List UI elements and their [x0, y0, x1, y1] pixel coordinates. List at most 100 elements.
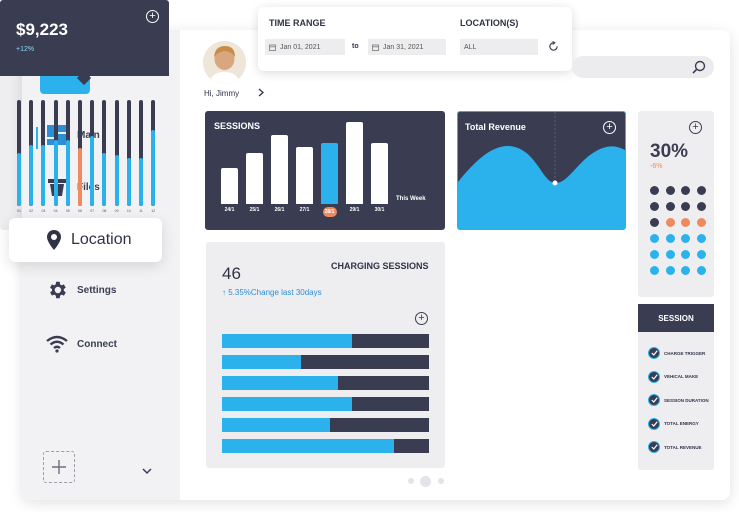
checkbox-item[interactable]: TOTAL ENERGY [648, 417, 699, 430]
chart-bar[interactable] [346, 122, 363, 204]
dot-indicator [681, 266, 690, 275]
active-indicator [36, 127, 38, 149]
chart-bar[interactable] [246, 153, 263, 204]
tick-label: 08 [102, 209, 107, 213]
chart-bar-track[interactable] [29, 100, 34, 206]
dot-indicator [665, 202, 675, 211]
chart-bar-track[interactable] [102, 100, 107, 206]
sidebar-item-connect[interactable]: Connect [22, 329, 180, 359]
dot-indicator [665, 234, 675, 243]
chart-bar[interactable] [271, 135, 288, 204]
data-point[interactable] [552, 180, 558, 186]
charging-title: CHARGING SESSIONS [331, 261, 429, 271]
progress-fill [222, 439, 394, 453]
chart-bar-track[interactable] [17, 100, 21, 206]
add-icon[interactable]: + [415, 312, 428, 325]
add-icon[interactable]: + [689, 121, 702, 134]
dot-indicator [650, 234, 659, 243]
chart-bar[interactable] [221, 168, 238, 204]
location-select[interactable]: ALL [460, 39, 538, 55]
chevron-right-icon[interactable] [258, 88, 264, 97]
chart-bar-track[interactable] [139, 100, 143, 206]
percentage-card: + 30% -6% [638, 111, 714, 297]
revenue-title: Total Revenue [465, 122, 526, 132]
chart-bar[interactable] [114, 155, 119, 206]
chart-bar-track[interactable] [90, 100, 95, 206]
checkbox-label: VEHICAL MAKE [664, 374, 699, 379]
chart-bar[interactable] [139, 158, 143, 206]
chart-bar[interactable] [53, 140, 58, 206]
dot-indicator [681, 234, 690, 243]
pager-dot[interactable] [438, 478, 444, 484]
chevron-down-icon[interactable] [142, 468, 152, 475]
progress-bar [222, 418, 429, 432]
tick-label: 27/1 [299, 207, 310, 213]
chart-bar[interactable] [321, 143, 338, 204]
sessions-note: This Week [396, 196, 426, 202]
map-pin-icon [47, 230, 61, 250]
tick-label: 26/1 [274, 207, 285, 213]
plus-icon [52, 460, 66, 474]
sessions-title: SESSIONS [214, 121, 261, 131]
progress-bar [222, 376, 429, 390]
avatar[interactable] [203, 41, 246, 84]
chart-bar[interactable] [29, 145, 34, 206]
chart-bar[interactable] [126, 158, 131, 206]
chart-bar[interactable] [102, 153, 107, 206]
calendar-icon [269, 44, 276, 51]
checkbox-item[interactable]: SESSION DURATION [648, 394, 709, 406]
add-icon[interactable]: + [146, 10, 159, 23]
calendar-icon [372, 44, 379, 51]
chart-bar-track[interactable] [114, 100, 119, 206]
chart-bar[interactable] [78, 148, 82, 206]
dot-indicator [681, 250, 690, 259]
sidebar-item-main[interactable]: Main [22, 120, 180, 150]
dot-indicator [696, 202, 706, 211]
start-date-field[interactable]: Jan 01, 2021 [265, 39, 345, 55]
check-icon [648, 441, 660, 453]
pager-dot-active[interactable] [420, 476, 431, 487]
dot-indicator [665, 266, 675, 275]
tick-label: 03 [41, 209, 46, 213]
to-label: to [352, 43, 359, 50]
dot-indicator [665, 186, 675, 195]
progress-fill [222, 397, 353, 411]
checkbox-label: TOTAL REVENUE [664, 444, 702, 450]
chart-bar-track[interactable] [78, 100, 82, 206]
progress-fill [222, 334, 353, 348]
sidebar-item-settings[interactable]: Settings [22, 275, 180, 305]
check-icon [648, 347, 660, 359]
sidebar-item-location[interactable]: Location [9, 218, 162, 262]
chart-bar[interactable] [65, 140, 70, 206]
checkbox-item[interactable]: VEHICAL MAKE [648, 370, 699, 383]
search-input[interactable] [572, 56, 714, 78]
chart-bar-track[interactable] [151, 100, 156, 206]
end-date-field[interactable]: Jan 31, 2021 [368, 39, 446, 55]
add-button[interactable] [43, 451, 75, 483]
pager-dot[interactable] [408, 478, 414, 484]
dot-indicator [650, 266, 659, 275]
checkbox-item[interactable]: CHARGE TRIGGER [648, 347, 705, 359]
check-icon [648, 370, 660, 383]
chart-bar[interactable] [41, 145, 46, 206]
chart-bar-track[interactable] [65, 100, 70, 206]
add-icon[interactable]: + [603, 121, 616, 134]
checkbox-item[interactable]: TOTAL REVENUE [648, 441, 702, 453]
dot-indicator [650, 202, 659, 211]
chart-bar[interactable] [371, 143, 388, 204]
progress-bar [222, 439, 429, 453]
chart-bar[interactable] [90, 136, 95, 206]
time-range-label: TIME RANGE [269, 18, 326, 28]
sidebar-item-files[interactable]: Files [22, 172, 180, 202]
check-icon [648, 417, 660, 430]
chart-bar[interactable] [296, 147, 313, 204]
chart-bar[interactable] [151, 130, 156, 206]
refresh-icon[interactable] [548, 41, 559, 52]
chart-bar-track[interactable] [41, 100, 46, 206]
tick-label: 29/1 [349, 207, 360, 213]
tick-label: 04 [53, 209, 58, 213]
chart-bar-track[interactable] [126, 100, 131, 206]
dot-indicator [650, 218, 659, 227]
chart-bar-track[interactable] [53, 100, 58, 206]
chart-bar[interactable] [17, 153, 21, 206]
